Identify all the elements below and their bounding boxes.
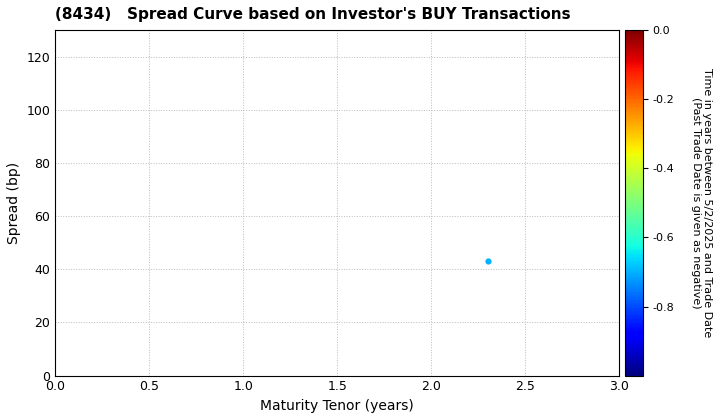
Text: (8434)   Spread Curve based on Investor's BUY Transactions: (8434) Spread Curve based on Investor's … xyxy=(55,7,571,22)
Y-axis label: Spread (bp): Spread (bp) xyxy=(7,162,21,244)
Y-axis label: Time in years between 5/2/2025 and Trade Date
(Past Trade Date is given as negat: Time in years between 5/2/2025 and Trade… xyxy=(690,68,712,338)
X-axis label: Maturity Tenor (years): Maturity Tenor (years) xyxy=(261,399,414,413)
Point xyxy=(482,258,493,265)
